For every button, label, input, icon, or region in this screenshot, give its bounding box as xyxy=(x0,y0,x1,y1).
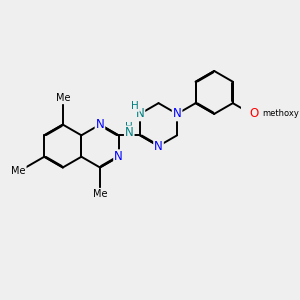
Text: N: N xyxy=(96,118,104,131)
Text: O: O xyxy=(249,107,258,120)
Text: N: N xyxy=(114,150,123,163)
Text: Me: Me xyxy=(93,189,107,199)
Text: Me: Me xyxy=(11,166,26,176)
Text: methoxy: methoxy xyxy=(262,110,299,118)
Text: H: H xyxy=(125,122,133,132)
Text: H: H xyxy=(131,101,139,111)
Text: N: N xyxy=(173,107,182,120)
Text: N: N xyxy=(136,107,144,120)
Text: N: N xyxy=(154,140,163,152)
Text: N: N xyxy=(125,126,134,140)
Text: Me: Me xyxy=(56,93,70,103)
